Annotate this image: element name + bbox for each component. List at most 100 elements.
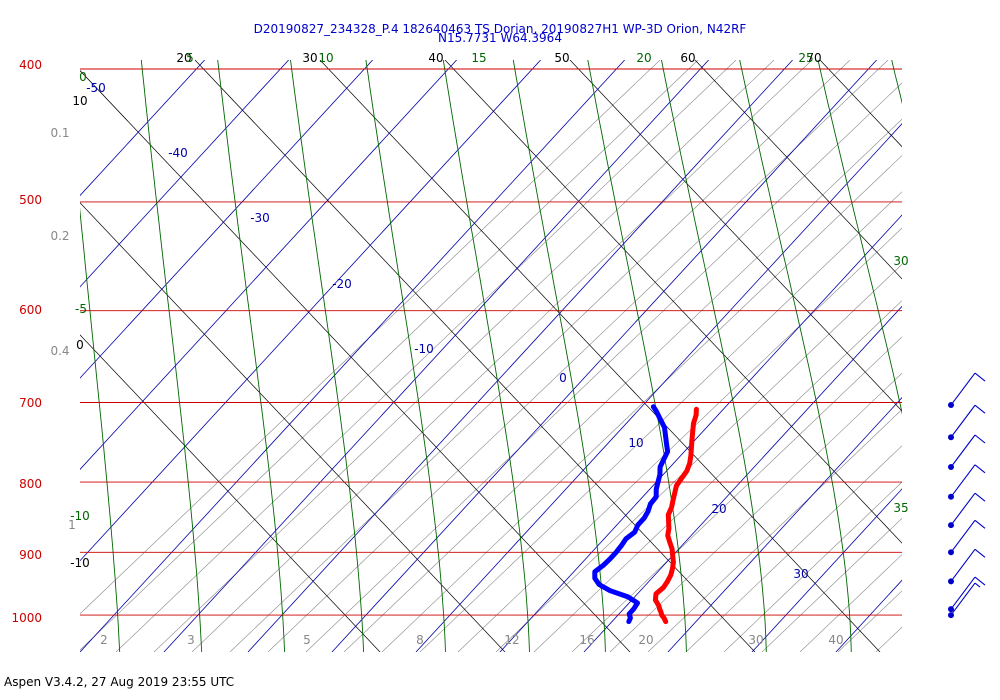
isotherm-line (80, 60, 205, 197)
dry-adiabat-line (819, 60, 902, 148)
wind-barb-staff (950, 492, 976, 526)
chart-title: D20190827_234328_P.4 182640463 TS Dorian… (253, 22, 747, 36)
mixing-ratio-line (495, 263, 902, 652)
mixing-ratio-line (343, 118, 902, 652)
wind-barb-staff (950, 464, 976, 498)
moist-adiabat-curve (217, 60, 286, 652)
mixing-ratio-label: 0.2 (50, 229, 69, 243)
isotherm-line (80, 60, 625, 652)
mixing-ratio-line (153, 60, 775, 652)
isotherm-label: -20 (332, 277, 352, 291)
isotherm-line (751, 488, 902, 652)
pressure-tick-label: 600 (19, 303, 42, 317)
pressure-tick-label: 400 (19, 58, 42, 72)
pressure-tick-label: 700 (19, 396, 42, 410)
mixing-ratio-line (647, 409, 902, 652)
isotherm-line (920, 60, 1000, 652)
wind-barb-flag (974, 404, 986, 414)
mixing-ratio-line (457, 227, 902, 652)
moist-adiabat-curve (442, 60, 530, 652)
mixing-ratio-line (115, 60, 737, 652)
mixing-ratio-label: 40 (828, 633, 843, 647)
mixing-ratio-label: 30 (748, 633, 763, 647)
mixing-ratio-line (381, 155, 902, 652)
isotherm-label: 30 (793, 567, 808, 581)
dry-adiabat-line (569, 60, 902, 412)
temperature-profile (652, 406, 699, 625)
wind-barb-flag (974, 519, 986, 529)
wind-barb-flag (974, 372, 986, 382)
dry-adiabat-line (444, 60, 902, 544)
mixing-ratio-label: 0.1 (50, 126, 69, 140)
wind-barb-staff (950, 434, 976, 468)
isotherm-line (80, 60, 373, 379)
mixing-ratio-line (533, 300, 902, 652)
mixing-ratio-label: 20 (638, 633, 653, 647)
dry-adiabat-line (945, 60, 1000, 652)
isotherm-line (331, 60, 877, 652)
wind-barb (948, 404, 986, 441)
pressure-tick-label: 800 (19, 477, 42, 491)
wind-barb-flag (974, 434, 986, 444)
mixing-ratio-label: 1 (68, 518, 76, 532)
wind-barb (948, 519, 986, 556)
mixing-ratio-line (419, 191, 902, 652)
mixing-ratio-label: 5 (303, 633, 311, 647)
moist-adiabat-curve (140, 60, 203, 652)
dry-adiabat-label: 20 (176, 51, 191, 65)
dry-adiabat-label: 0 (76, 338, 84, 352)
dry-adiabat-label: 10 (72, 94, 87, 108)
dry-adiabat-label: -10 (70, 556, 90, 570)
mixing-ratio-line (305, 82, 902, 652)
mixing-ratio-line (990, 60, 1000, 652)
isotherm-label: -30 (250, 211, 270, 225)
wind-barb-staff (950, 519, 976, 553)
moist-adiabat-label: 25 (798, 51, 813, 65)
moist-adiabat-label: -10 (70, 509, 90, 523)
isotherm-label: 20 (711, 502, 726, 516)
moist-adiabat-label: 15 (471, 51, 486, 65)
mixing-ratio-line (799, 554, 902, 652)
isotherm-line (835, 579, 902, 652)
isotherm-label: 10 (628, 436, 643, 450)
wind-barb (948, 372, 986, 409)
moist-adiabat-label: 5 (186, 51, 194, 65)
moist-adiabat-label: 10 (318, 51, 333, 65)
wind-barb (948, 576, 986, 613)
isotherm-line (80, 60, 541, 562)
wind-barb (948, 492, 986, 529)
isotherm-label: -10 (414, 342, 434, 356)
wind-barb-staff (950, 576, 976, 610)
moist-adiabat-curve (290, 60, 365, 652)
moist-adiabat-label: 35 (893, 501, 908, 515)
mixing-ratio-line (875, 626, 902, 652)
isotherm-line (80, 60, 289, 288)
wind-barb (948, 464, 986, 500)
mixing-ratio-label: 12 (504, 633, 519, 647)
dry-adiabat-label: 70 (806, 51, 821, 65)
moist-adiabat-label: 30 (893, 254, 908, 268)
isotherm-line (80, 60, 457, 470)
pressure-tick-label: 500 (19, 193, 42, 207)
mixing-ratio-label: 8 (416, 633, 424, 647)
wind-barb-staff (950, 404, 976, 438)
mixing-ratio-line (267, 60, 889, 652)
isotherm-line (163, 60, 709, 652)
dry-adiabat-line (194, 60, 756, 652)
mixing-ratio-line (914, 60, 1000, 652)
moist-adiabat-label: -5 (75, 302, 87, 316)
dry-adiabat-line (80, 70, 631, 652)
mixing-ratio-line (761, 517, 902, 652)
moist-adiabat-curve (365, 60, 446, 652)
wind-barb (948, 582, 981, 619)
isotherm-label: -40 (168, 146, 188, 160)
mixing-ratio-line (837, 590, 902, 652)
mixing-ratio-line (609, 372, 902, 652)
moist-adiabat-curve (739, 60, 852, 652)
isotherm-line (415, 123, 902, 652)
pressure-tick-label: 1000 (11, 611, 42, 625)
moist-adiabat-label: 20 (636, 51, 651, 65)
mixing-ratio-line (685, 445, 902, 652)
moist-adiabat-curve (661, 60, 767, 652)
